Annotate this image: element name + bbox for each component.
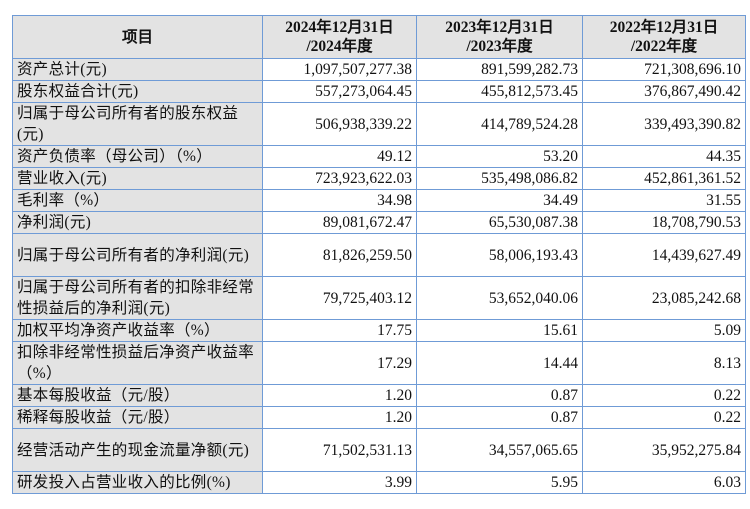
- cell-value: 1.20: [262, 384, 417, 407]
- table-row: 股东权益合计(元) 557,273,064.45 455,812,573.45 376…: [12, 80, 746, 103]
- cell-value: 535,498,086.82: [416, 167, 583, 190]
- header-item-text: 项目: [121, 28, 153, 46]
- row-label: 归属于母公司所有者的股东权益(元): [12, 102, 263, 146]
- cell-value: 79,725,403.12: [262, 276, 417, 320]
- row-label: 归属于母公司所有者的扣除非经常性损益后的净利润(元): [12, 276, 263, 320]
- row-label: 资产总计(元): [12, 58, 263, 81]
- row-label: 净利润(元): [12, 211, 263, 234]
- row-label: 股东权益合计(元): [12, 80, 263, 103]
- header-date: 2024年12月31日: [285, 19, 394, 36]
- cell-value: 53,652,040.06: [416, 276, 583, 320]
- cell-value: 455,812,573.45: [416, 80, 583, 103]
- cell-value: 34.49: [416, 189, 583, 212]
- cell-value: 14.44: [416, 341, 583, 385]
- row-label: 毛利率（%）: [12, 189, 263, 212]
- table-row: 资产负债率（母公司）（%） 49.12 53.20 44.35: [12, 145, 746, 168]
- table-row: 加权平均净资产收益率（%） 17.75 15.61 5.09: [12, 319, 746, 342]
- header-2022: 2022年12月31日/2022年度: [582, 15, 746, 59]
- table-row: 资产总计(元) 1,097,507,277.38 891,599,282.73 721…: [12, 58, 746, 81]
- cell-value: 23,085,242.68: [582, 276, 746, 320]
- cell-value: 723,923,622.03: [262, 167, 417, 190]
- cell-value: 35,952,275.84: [582, 428, 746, 472]
- cell-value: 506,938,339.22: [262, 102, 417, 146]
- cell-value: 44.35: [582, 145, 746, 168]
- table-row: 净利润(元) 89,081,672.47 65,530,087.38 18,708,7…: [12, 211, 746, 234]
- cell-value: 6.03: [582, 471, 746, 494]
- cell-value: 0.87: [416, 406, 583, 429]
- row-label: 研发投入占营业收入的比例(%): [12, 471, 263, 494]
- table-row: 经营活动产生的现金流量净额(元) 71,502,531.13 34,557,065.…: [12, 428, 746, 472]
- cell-value: 49.12: [262, 145, 417, 168]
- row-label: 营业收入(元): [12, 167, 263, 190]
- cell-value: 339,493,390.82: [582, 102, 746, 146]
- cell-value: 3.99: [262, 471, 417, 494]
- cell-value: 31.55: [582, 189, 746, 212]
- cell-value: 0.22: [582, 406, 746, 429]
- row-label: 资产负债率（母公司）（%）: [12, 145, 263, 168]
- header-2024: 2024年12月31日/2024年度: [262, 15, 417, 59]
- row-label: 稀释每股收益（元/股）: [12, 406, 263, 429]
- cell-value: 17.75: [262, 319, 417, 342]
- row-label: 经营活动产生的现金流量净额(元): [12, 428, 263, 472]
- header-year: /2022年度: [630, 38, 698, 55]
- cell-value: 71,502,531.13: [262, 428, 417, 472]
- cell-value: 34.98: [262, 189, 417, 212]
- cell-value: 376,867,490.42: [582, 80, 746, 103]
- table-row: 研发投入占营业收入的比例(%) 3.99 5.95 6.03: [12, 471, 746, 494]
- cell-value: 1,097,507,277.38: [262, 58, 417, 81]
- cell-value: 0.87: [416, 384, 583, 407]
- table-row: 毛利率（%） 34.98 34.49 31.55: [12, 189, 746, 212]
- cell-value: 53.20: [416, 145, 583, 168]
- financial-data-table: 项目 2024年12月31日/2024年度 2023年12月31日/2023年度…: [12, 15, 746, 494]
- cell-value: 18,708,790.53: [582, 211, 746, 234]
- cell-value: 15.61: [416, 319, 583, 342]
- cell-value: 452,861,361.52: [582, 167, 746, 190]
- table-row: 营业收入(元) 723,923,622.03 535,498,086.82 452,8…: [12, 167, 746, 190]
- header-year: /2024年度: [306, 38, 373, 55]
- cell-value: 34,557,065.65: [416, 428, 583, 472]
- row-label: 归属于母公司所有者的净利润(元): [12, 233, 263, 277]
- header-2023: 2023年12月31日/2023年度: [416, 15, 583, 59]
- row-label: 扣除非经常性损益后净资产收益率（%）: [12, 341, 263, 385]
- header-row: 项目 2024年12月31日/2024年度 2023年12月31日/2023年度…: [12, 15, 746, 59]
- row-label: 加权平均净资产收益率（%）: [12, 319, 263, 342]
- cell-value: 891,599,282.73: [416, 58, 583, 81]
- cell-value: 17.29: [262, 341, 417, 385]
- table-row: 稀释每股收益（元/股） 1.20 0.87 0.22: [12, 406, 746, 429]
- cell-value: 14,439,627.49: [582, 233, 746, 277]
- cell-value: 414,789,524.28: [416, 102, 583, 146]
- table-row: 归属于母公司所有者的扣除非经常性损益后的净利润(元) 79,725,403.12 5…: [12, 276, 746, 320]
- row-label: 基本每股收益（元/股）: [12, 384, 263, 407]
- cell-value: 0.22: [582, 384, 746, 407]
- header-item: 项目: [12, 15, 263, 59]
- table-row: 归属于母公司所有者的股东权益(元) 506,938,339.22 414,789,5…: [12, 102, 746, 146]
- cell-value: 65,530,087.38: [416, 211, 583, 234]
- cell-value: 81,826,259.50: [262, 233, 417, 277]
- cell-value: 1.20: [262, 406, 417, 429]
- table-row: 基本每股收益（元/股） 1.20 0.87 0.22: [12, 384, 746, 407]
- cell-value: 557,273,064.45: [262, 80, 417, 103]
- cell-value: 58,006,193.43: [416, 233, 583, 277]
- cell-value: 89,081,672.47: [262, 211, 417, 234]
- cell-value: 721,308,696.10: [582, 58, 746, 81]
- cell-value: 5.95: [416, 471, 583, 494]
- header-year: /2023年度: [466, 38, 533, 55]
- header-date: 2023年12月31日: [445, 19, 554, 36]
- header-date: 2022年12月31日: [609, 19, 719, 36]
- cell-value: 5.09: [582, 319, 746, 342]
- table-row: 扣除非经常性损益后净资产收益率（%） 17.29 14.44 8.13: [12, 341, 746, 385]
- table-row: 归属于母公司所有者的净利润(元) 81,826,259.50 58,006,193.…: [12, 233, 746, 277]
- cell-value: 8.13: [582, 341, 746, 385]
